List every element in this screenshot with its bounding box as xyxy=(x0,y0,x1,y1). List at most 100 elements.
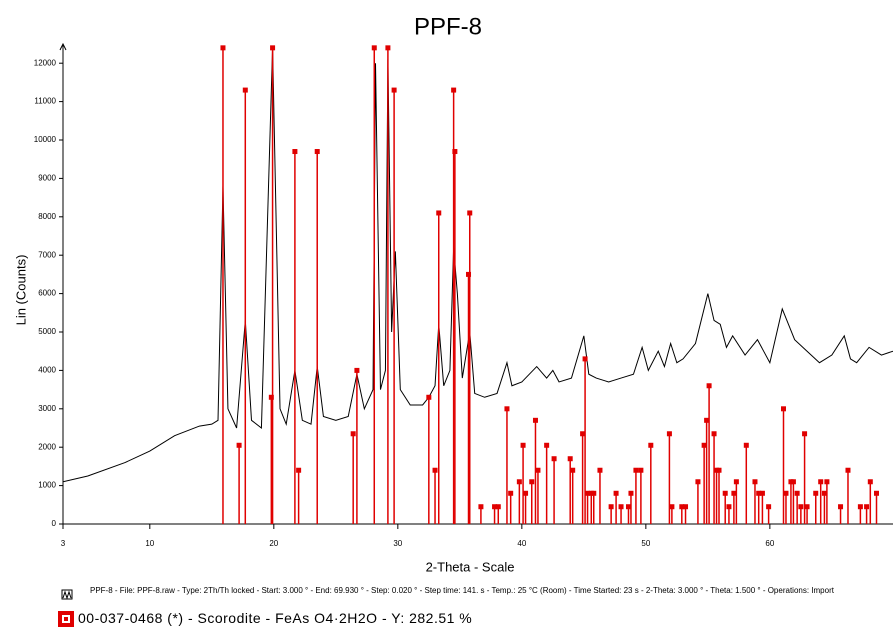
reference-marker xyxy=(436,210,442,216)
reference-marker xyxy=(756,490,762,496)
reference-marker xyxy=(864,504,870,510)
reference-marker xyxy=(613,490,619,496)
reference-marker xyxy=(874,490,880,496)
y-tick-label: 0 xyxy=(52,519,57,528)
reference-marker xyxy=(766,504,772,510)
x-axis-label: 2-Theta - Scale xyxy=(426,559,515,574)
reference-marker xyxy=(478,504,484,510)
reference-marker xyxy=(529,479,535,485)
pattern-line xyxy=(63,47,893,483)
reference-marker xyxy=(838,504,844,510)
x-tick-label: 60 xyxy=(765,539,774,548)
reference-marker xyxy=(371,45,377,51)
reference-marker xyxy=(385,45,391,51)
reference-marker xyxy=(783,490,789,496)
reference-marker xyxy=(597,467,603,473)
legend-entry: PPF-8 - File: PPF-8.raw - Type: 2Th/Th l… xyxy=(90,586,834,595)
reference-marker xyxy=(242,87,248,93)
reference-marker xyxy=(580,431,586,437)
reference-marker xyxy=(759,490,765,496)
reference-marker xyxy=(716,467,722,473)
x-tick-label: 30 xyxy=(393,539,402,548)
reference-marker xyxy=(666,431,672,437)
legend-icon-line xyxy=(62,590,72,600)
reference-marker xyxy=(350,431,356,437)
reference-marker xyxy=(701,442,707,448)
x-tick-label: 20 xyxy=(269,539,278,548)
reference-marker xyxy=(236,442,242,448)
reference-marker xyxy=(845,467,851,473)
reference-marker xyxy=(818,479,824,485)
reference-marker xyxy=(570,467,576,473)
y-tick-label: 7000 xyxy=(38,250,56,259)
y-tick-label: 1000 xyxy=(38,481,56,490)
y-tick-label: 9000 xyxy=(38,174,56,183)
reference-marker xyxy=(292,149,298,155)
reference-marker xyxy=(520,442,526,448)
reference-marker xyxy=(669,504,675,510)
reference-marker xyxy=(867,479,873,485)
reference-marker xyxy=(695,479,701,485)
reference-marker xyxy=(268,394,274,400)
reference-marker xyxy=(354,367,360,373)
y-tick-label: 3000 xyxy=(38,404,56,413)
reference-marker xyxy=(492,504,498,510)
reference-marker xyxy=(628,490,634,496)
reference-marker xyxy=(824,479,830,485)
reference-marker xyxy=(432,467,438,473)
x-tick-label: 40 xyxy=(517,539,526,548)
y-tick-label: 2000 xyxy=(38,442,56,451)
reference-marker xyxy=(426,394,432,400)
reference-marker xyxy=(495,504,501,510)
reference-marker xyxy=(296,467,302,473)
reference-marker xyxy=(451,87,457,93)
reference-marker xyxy=(813,490,819,496)
reference-marker xyxy=(618,504,624,510)
reference-marker xyxy=(731,490,737,496)
y-tick-label: 5000 xyxy=(38,327,56,336)
y-tick-label: 12000 xyxy=(34,58,57,67)
reference-marker xyxy=(391,87,397,93)
reference-marker xyxy=(821,490,827,496)
reference-marker xyxy=(648,442,654,448)
reference-marker xyxy=(466,271,472,277)
reference-marker xyxy=(726,504,732,510)
reference-marker xyxy=(752,479,758,485)
y-axis-arrow xyxy=(59,42,67,51)
plot-area xyxy=(63,45,893,524)
reference-marker xyxy=(638,467,644,473)
reference-marker xyxy=(743,442,749,448)
reference-marker xyxy=(857,504,863,510)
reference-marker xyxy=(582,356,588,362)
reference-marker xyxy=(790,479,796,485)
reference-marker xyxy=(679,504,685,510)
reference-marker xyxy=(711,431,717,437)
y-tick-label: 8000 xyxy=(38,212,56,221)
reference-marker xyxy=(504,406,510,412)
y-tick-label: 6000 xyxy=(38,289,56,298)
y-axis-label: Lin (Counts) xyxy=(13,255,28,326)
reference-marker xyxy=(270,45,276,51)
chart-title: PPF-8 xyxy=(414,13,482,40)
reference-marker xyxy=(633,467,639,473)
reference-marker xyxy=(625,504,631,510)
y-tick-label: 10000 xyxy=(34,135,57,144)
reference-marker xyxy=(314,149,320,155)
reference-marker xyxy=(523,490,529,496)
reference-marker xyxy=(467,210,473,216)
y-tick-label: 4000 xyxy=(38,366,56,375)
reference-marker xyxy=(567,456,573,462)
x-tick-label: 50 xyxy=(641,539,650,548)
y-tick-label: 11000 xyxy=(34,97,56,106)
x-tick-label: 3 xyxy=(61,539,66,548)
reference-marker xyxy=(452,149,458,155)
reference-marker xyxy=(706,383,712,389)
reference-marker xyxy=(804,504,810,510)
reference-marker xyxy=(535,467,541,473)
reference-marker xyxy=(798,504,804,510)
reference-marker xyxy=(733,479,739,485)
reference-marker xyxy=(608,504,614,510)
reference-marker xyxy=(544,442,550,448)
